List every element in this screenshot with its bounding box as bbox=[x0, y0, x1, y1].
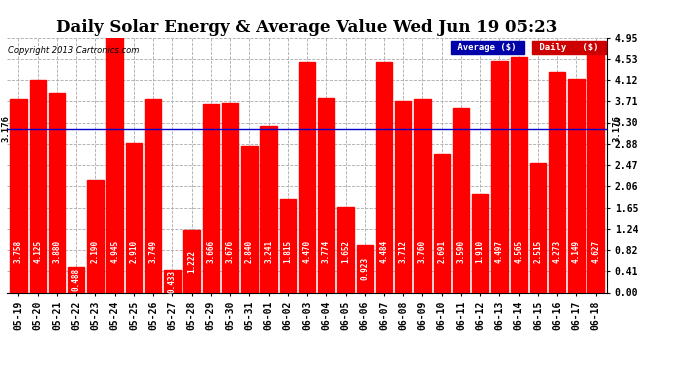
Text: 0.433: 0.433 bbox=[168, 270, 177, 293]
Bar bbox=[357, 245, 373, 292]
Bar bbox=[10, 99, 27, 292]
Bar bbox=[164, 270, 181, 292]
Text: 1.222: 1.222 bbox=[187, 249, 196, 273]
Text: 4.484: 4.484 bbox=[380, 240, 388, 263]
Text: 4.470: 4.470 bbox=[302, 240, 312, 263]
Text: 1.652: 1.652 bbox=[341, 240, 350, 263]
Text: 2.691: 2.691 bbox=[437, 240, 446, 263]
Bar bbox=[530, 163, 546, 292]
Bar bbox=[549, 72, 565, 292]
Text: 2.840: 2.840 bbox=[245, 240, 254, 263]
Text: 3.712: 3.712 bbox=[399, 240, 408, 263]
Text: 3.760: 3.760 bbox=[418, 240, 427, 263]
Text: 3.241: 3.241 bbox=[264, 240, 273, 263]
Text: 3.176: 3.176 bbox=[1, 116, 10, 142]
Bar bbox=[49, 93, 65, 292]
Text: 3.666: 3.666 bbox=[206, 240, 215, 263]
Title: Daily Solar Energy & Average Value Wed Jun 19 05:23: Daily Solar Energy & Average Value Wed J… bbox=[57, 19, 558, 36]
Bar bbox=[453, 108, 469, 292]
Bar bbox=[184, 230, 200, 292]
Text: 4.149: 4.149 bbox=[572, 240, 581, 263]
Bar bbox=[299, 62, 315, 292]
Text: 0.923: 0.923 bbox=[360, 257, 369, 280]
Bar bbox=[241, 146, 257, 292]
Text: 3.676: 3.676 bbox=[226, 240, 235, 263]
Text: 4.627: 4.627 bbox=[591, 240, 600, 263]
Bar bbox=[587, 54, 604, 292]
Text: 4.945: 4.945 bbox=[110, 240, 119, 263]
Text: 3.880: 3.880 bbox=[52, 240, 61, 263]
Text: 3.749: 3.749 bbox=[148, 240, 157, 263]
Bar bbox=[433, 154, 450, 292]
Bar bbox=[87, 180, 104, 292]
Bar bbox=[203, 104, 219, 292]
Bar bbox=[511, 57, 527, 292]
Bar bbox=[222, 103, 238, 292]
Bar bbox=[376, 62, 392, 292]
Text: 4.273: 4.273 bbox=[553, 240, 562, 263]
Bar bbox=[279, 199, 296, 292]
Text: 0.488: 0.488 bbox=[72, 268, 81, 291]
Text: 1.815: 1.815 bbox=[284, 240, 293, 263]
Text: Average ($): Average ($) bbox=[453, 43, 522, 52]
Text: 1.910: 1.910 bbox=[475, 240, 484, 263]
Text: 2.515: 2.515 bbox=[533, 240, 542, 263]
Bar bbox=[106, 38, 123, 292]
Text: 2.190: 2.190 bbox=[91, 240, 100, 263]
Text: Daily   ($): Daily ($) bbox=[534, 43, 604, 52]
Text: 4.125: 4.125 bbox=[33, 240, 42, 263]
Text: 3.774: 3.774 bbox=[322, 240, 331, 263]
Bar bbox=[491, 61, 508, 292]
Bar bbox=[569, 79, 584, 292]
Text: Copyright 2013 Cartronics.com: Copyright 2013 Cartronics.com bbox=[8, 46, 139, 55]
Bar bbox=[126, 142, 142, 292]
Text: 3.758: 3.758 bbox=[14, 240, 23, 263]
Bar bbox=[145, 99, 161, 292]
Text: 3.590: 3.590 bbox=[457, 240, 466, 263]
Bar bbox=[318, 98, 335, 292]
Text: 4.497: 4.497 bbox=[495, 240, 504, 263]
Bar bbox=[472, 194, 489, 292]
Bar bbox=[68, 267, 84, 292]
Bar bbox=[30, 80, 46, 292]
Text: 3.176: 3.176 bbox=[613, 116, 622, 142]
Bar bbox=[414, 99, 431, 292]
Bar bbox=[337, 207, 354, 292]
Text: 2.910: 2.910 bbox=[130, 240, 139, 263]
Text: 4.565: 4.565 bbox=[514, 240, 523, 263]
Bar bbox=[260, 126, 277, 292]
Bar bbox=[395, 101, 411, 292]
